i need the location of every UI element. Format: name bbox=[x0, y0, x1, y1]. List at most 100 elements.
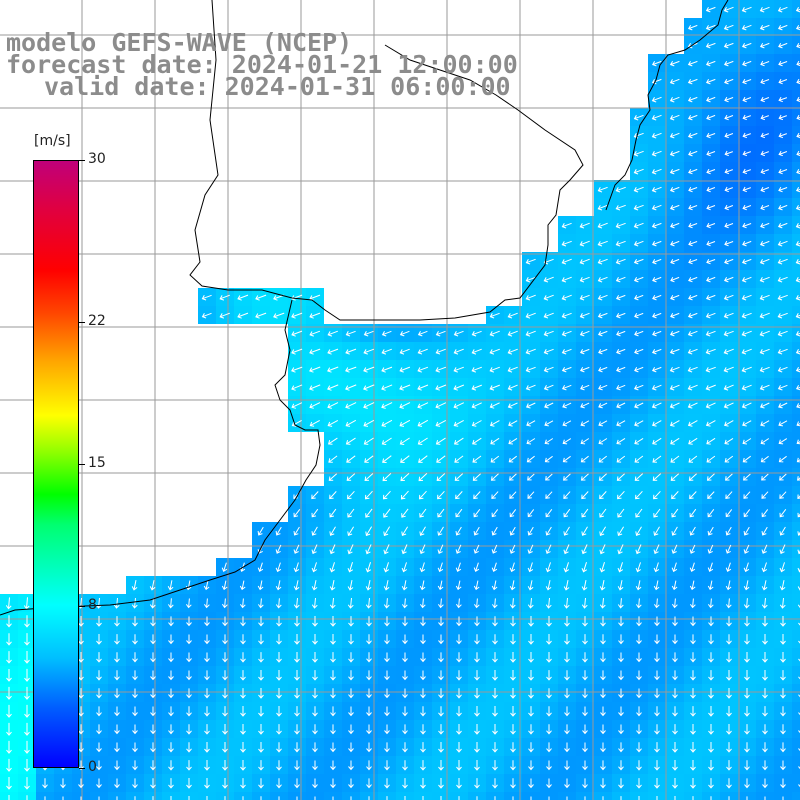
wind-arrow bbox=[777, 6, 788, 13]
wind-arrow bbox=[764, 796, 766, 800]
wind-arrow bbox=[329, 562, 336, 573]
wind-arrow bbox=[797, 512, 800, 518]
wind-arrow bbox=[204, 742, 210, 753]
wind-arrow bbox=[671, 526, 678, 536]
wind-arrow bbox=[490, 455, 500, 463]
wind-arrow bbox=[508, 420, 518, 427]
wind-arrow bbox=[674, 796, 676, 800]
wind-arrow bbox=[437, 544, 444, 555]
wind-arrow bbox=[545, 562, 552, 573]
wind-arrow bbox=[672, 760, 678, 771]
wind-arrow bbox=[5, 597, 12, 610]
wind-arrow bbox=[456, 634, 462, 645]
wind-arrow bbox=[543, 294, 554, 301]
wind-arrow bbox=[255, 294, 267, 301]
wind-arrow bbox=[347, 597, 354, 609]
wind-vectors bbox=[5, 6, 800, 800]
wind-arrow bbox=[652, 420, 662, 427]
wind-arrow bbox=[366, 634, 372, 645]
wind-arrow bbox=[690, 688, 696, 699]
wind-arrow bbox=[453, 330, 464, 337]
wind-arrow bbox=[291, 384, 303, 391]
wind-arrow bbox=[744, 742, 750, 753]
wind-speed-cell bbox=[450, 792, 468, 800]
wind-arrow bbox=[546, 724, 552, 735]
wind-speed-cell bbox=[792, 792, 800, 800]
wind-arrow bbox=[708, 742, 714, 753]
wind-arrow bbox=[634, 455, 644, 463]
wind-arrow bbox=[435, 348, 446, 355]
wind-arrow bbox=[651, 384, 662, 391]
wind-arrow bbox=[618, 634, 624, 645]
wind-arrow bbox=[438, 760, 444, 771]
wind-arrow bbox=[762, 652, 768, 663]
wind-arrow bbox=[401, 544, 408, 555]
wind-arrow bbox=[222, 724, 228, 735]
wind-arrow bbox=[420, 634, 426, 645]
wind-speed-cell bbox=[792, 72, 800, 90]
wind-arrow bbox=[780, 688, 786, 699]
wind-speed-cell bbox=[324, 792, 342, 800]
wind-arrow bbox=[381, 437, 392, 445]
wind-arrow bbox=[741, 276, 752, 283]
wind-arrow bbox=[96, 616, 102, 627]
wind-arrow bbox=[672, 616, 678, 627]
wind-arrow bbox=[222, 616, 228, 627]
wind-arrow bbox=[418, 490, 427, 500]
wind-arrow bbox=[688, 222, 698, 229]
wind-arrow bbox=[563, 508, 571, 518]
wind-arrow bbox=[384, 634, 390, 645]
wind-arrow bbox=[762, 616, 768, 627]
wind-arrow bbox=[690, 634, 696, 645]
wind-arrow bbox=[762, 688, 768, 699]
wind-arrow bbox=[327, 437, 338, 445]
wind-arrow bbox=[201, 312, 212, 319]
wind-arrow bbox=[742, 78, 752, 85]
wind-arrow bbox=[654, 634, 660, 645]
wind-arrow bbox=[726, 706, 732, 717]
wind-arrow bbox=[798, 712, 800, 716]
wind-arrow bbox=[471, 330, 482, 337]
wind-arrow bbox=[366, 652, 372, 663]
wind-arrow bbox=[690, 760, 696, 771]
wind-speed-cell bbox=[792, 522, 800, 540]
wind-arrow bbox=[780, 742, 786, 753]
wind-arrow bbox=[528, 706, 534, 717]
wind-arrow bbox=[296, 796, 298, 800]
wind-arrow bbox=[438, 652, 444, 663]
wind-arrow bbox=[528, 778, 534, 789]
wind-arrow bbox=[204, 670, 210, 681]
wind-speed-cell bbox=[792, 252, 800, 270]
wind-arrow bbox=[687, 348, 698, 355]
wind-arrow bbox=[707, 544, 714, 554]
wind-arrow bbox=[527, 580, 534, 591]
wind-arrow bbox=[257, 562, 264, 573]
wind-arrow bbox=[508, 437, 518, 445]
wind-arrow bbox=[186, 670, 192, 681]
wind-arrow bbox=[654, 652, 660, 663]
wind-arrow bbox=[510, 688, 516, 699]
wind-arrow bbox=[24, 651, 30, 664]
wind-arrow bbox=[492, 670, 498, 681]
wind-arrow bbox=[150, 616, 156, 627]
wind-arrow bbox=[383, 598, 390, 609]
wind-arrow bbox=[654, 616, 660, 627]
wind-arrow bbox=[543, 330, 554, 337]
wind-arrow bbox=[240, 706, 246, 717]
wind-arrow bbox=[726, 688, 732, 699]
wind-arrow bbox=[689, 491, 697, 500]
wind-speed-cell bbox=[144, 792, 162, 800]
wind-arrow bbox=[346, 455, 356, 463]
wind-arrow bbox=[258, 688, 264, 699]
legend-unit-label: [m/s] bbox=[34, 133, 71, 149]
wind-arrow bbox=[491, 598, 498, 609]
wind-arrow bbox=[526, 420, 536, 427]
wind-arrow bbox=[456, 652, 462, 663]
wind-arrow bbox=[688, 258, 698, 265]
wind-arrow bbox=[402, 724, 408, 735]
wind-arrow bbox=[616, 455, 626, 463]
wind-arrow bbox=[78, 652, 84, 663]
wind-arrow bbox=[204, 724, 210, 735]
wind-arrow bbox=[381, 366, 393, 373]
wind-arrow bbox=[615, 222, 626, 229]
